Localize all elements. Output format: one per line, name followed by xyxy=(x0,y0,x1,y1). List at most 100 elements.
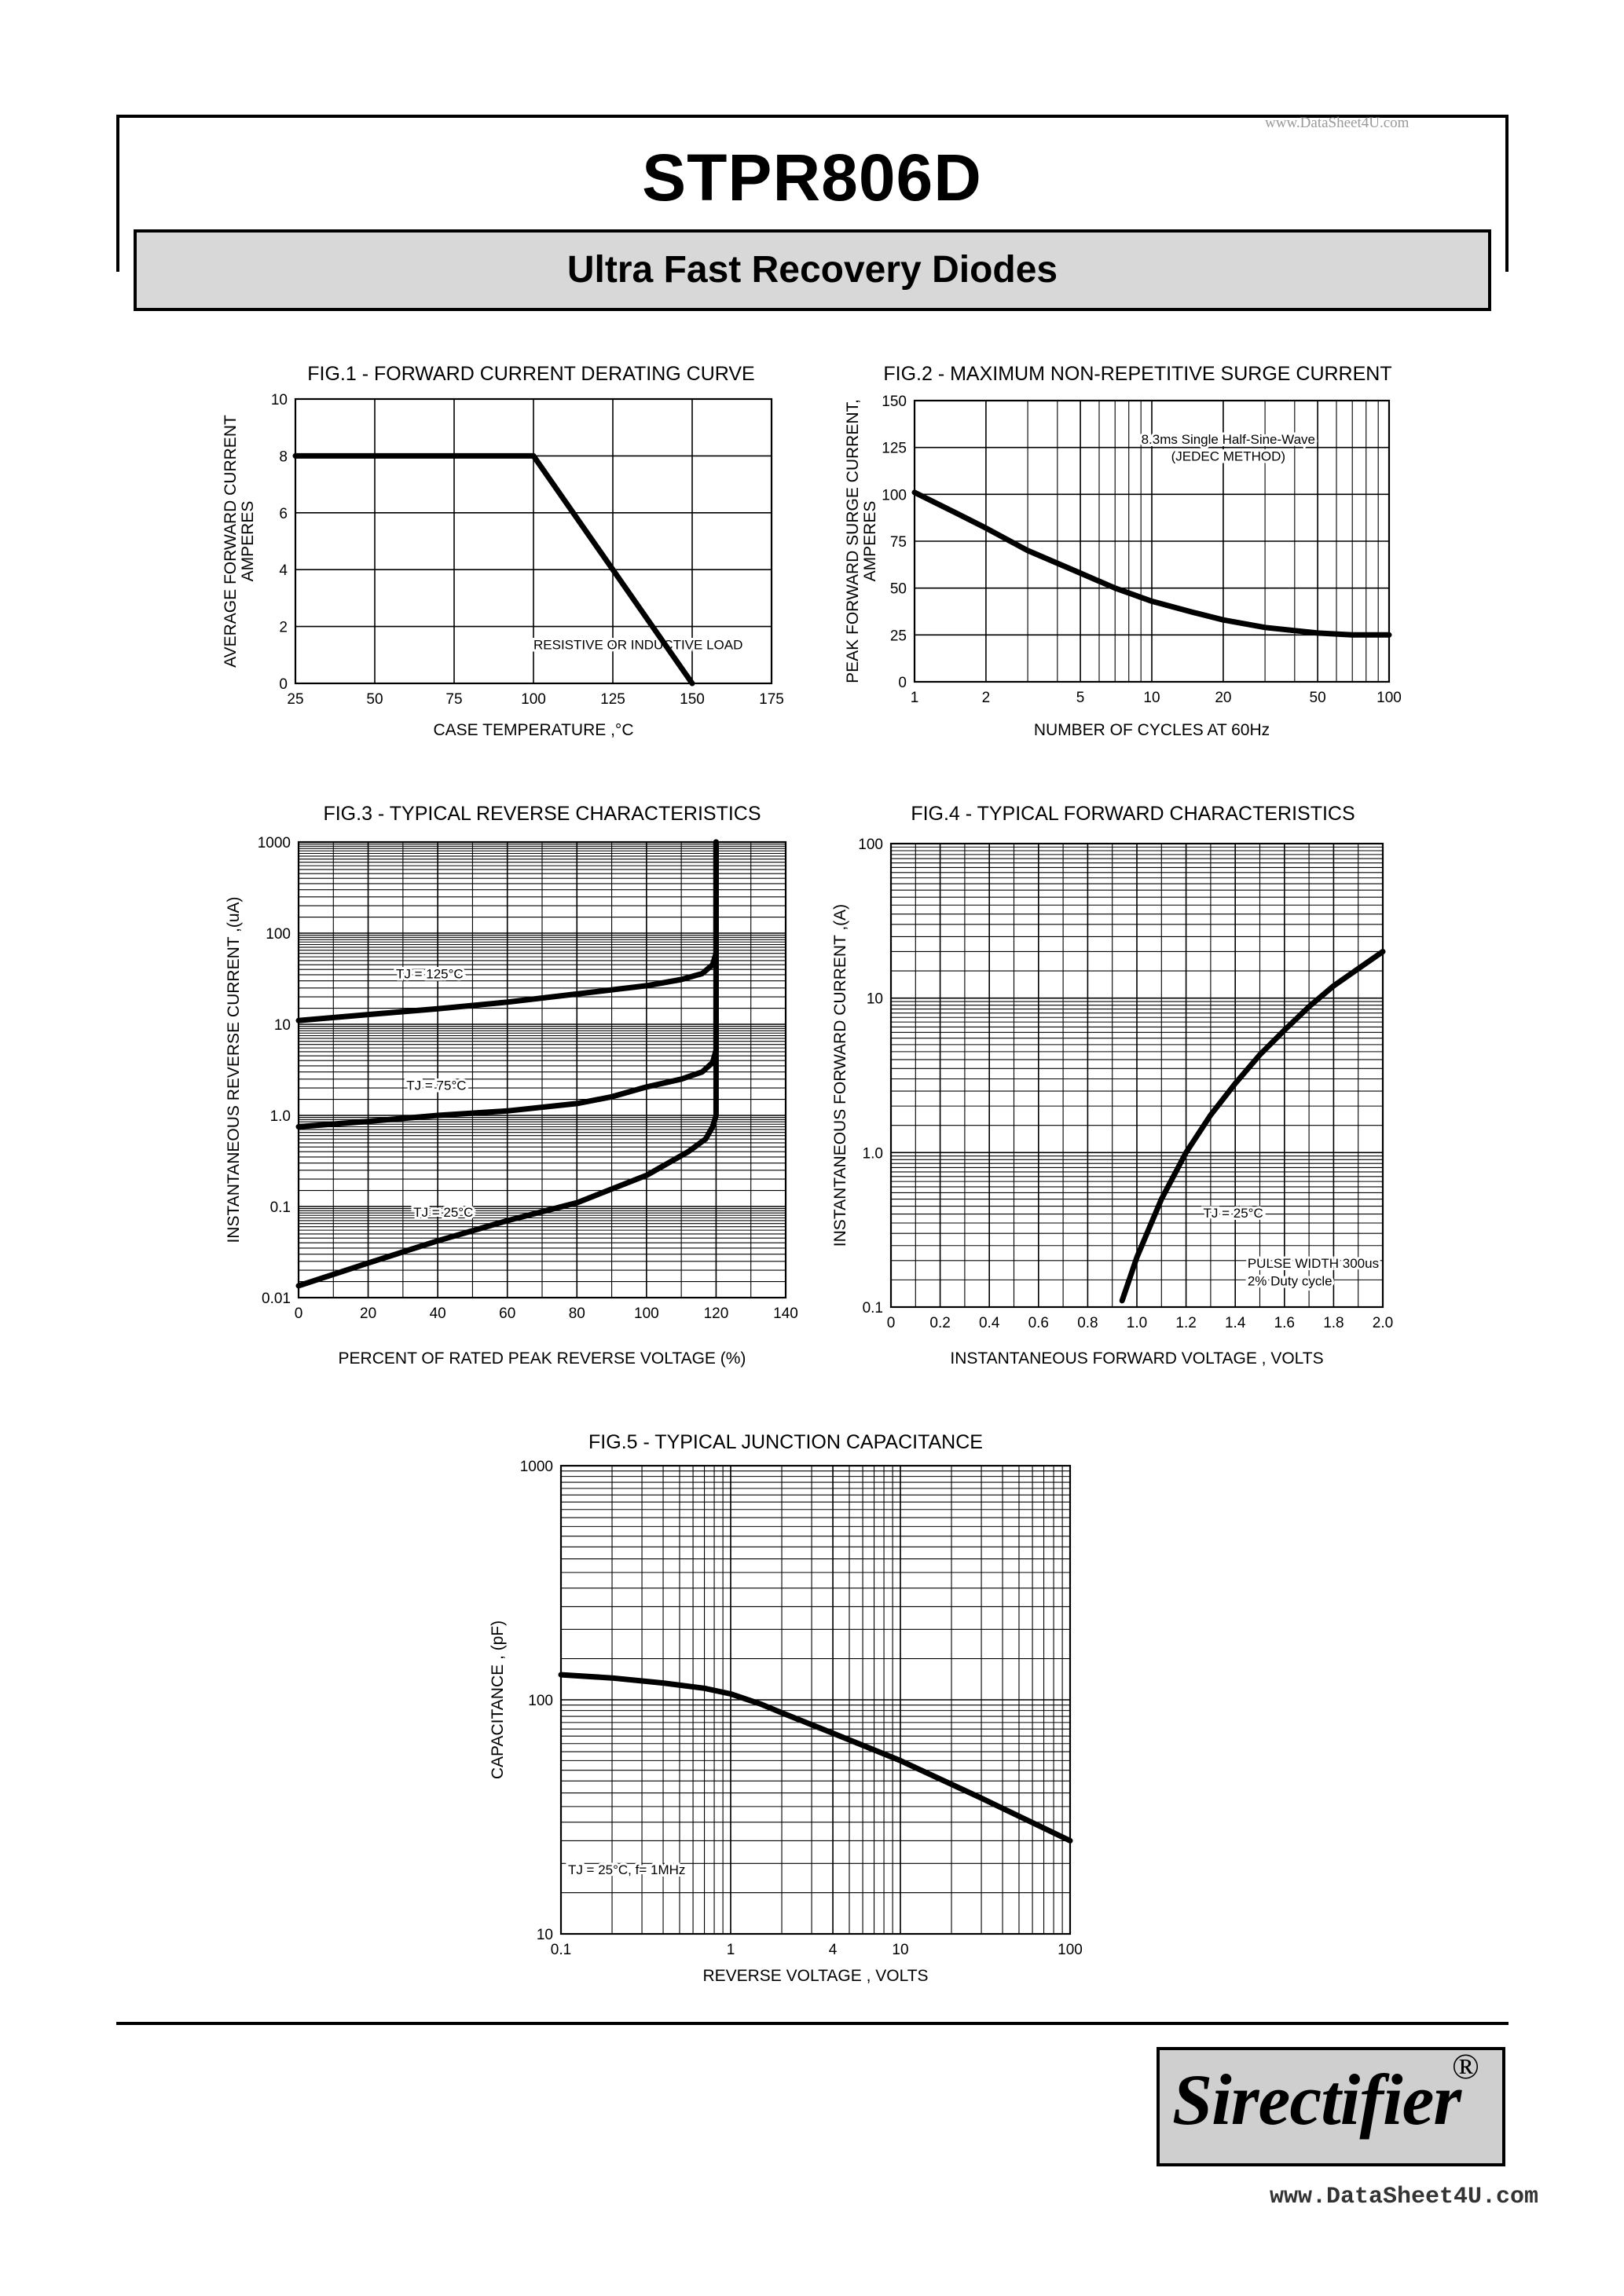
fig1-xtick-label: 75 xyxy=(445,691,462,708)
fig2-xtick-label: 5 xyxy=(1076,690,1085,706)
fig1-annotation: RESISTIVE OR INDUCTIVE LOAD xyxy=(533,638,742,653)
fig2-ytick-label: 125 xyxy=(882,441,907,457)
fig5-series-line xyxy=(558,1672,1073,1844)
company-logo: Sirectifier xyxy=(1172,2060,1461,2140)
fig3-ytick-label: 100 xyxy=(266,926,291,943)
fig1-xtick-label: 100 xyxy=(521,691,546,708)
fig4-ytick-label: 0.1 xyxy=(863,1300,883,1316)
fig4-xtick-label: 0.4 xyxy=(979,1315,1000,1331)
fig1-xtick-label: 50 xyxy=(366,691,383,708)
fig2-x-axis-label: NUMBER OF CYCLES AT 60Hz xyxy=(1034,721,1270,739)
fig4-ytick-label: 10 xyxy=(867,991,883,1008)
fig3-xtick-label: 80 xyxy=(569,1305,585,1322)
fig4-y-axis-label: INSTANTANEOUS FORWARD CURRENT ,(A) xyxy=(831,904,849,1247)
footer-divider xyxy=(116,2022,1509,2025)
fig1-x-axis-label: CASE TEMPERATURE ,°C xyxy=(434,721,634,739)
fig2-y-axis-label: PEAK FORWARD SURGE CURRENT, xyxy=(844,399,862,683)
fig1-ytick-label: 2 xyxy=(279,620,288,636)
fig3-xtick-label: 100 xyxy=(634,1305,659,1322)
fig2-ytick-label: 75 xyxy=(890,534,907,551)
fig4-xtick-label: 0.2 xyxy=(929,1315,950,1331)
fig4-x-axis-label: INSTANTANEOUS FORWARD VOLTAGE , VOLTS xyxy=(950,1349,1323,1368)
fig2-xtick-label: 2 xyxy=(982,690,991,706)
fig4-annotation: PULSE WIDTH 300us xyxy=(1248,1256,1379,1271)
fig5-title: FIG.5 - TYPICAL JUNCTION CAPACITANCE xyxy=(588,1431,983,1453)
fig1-y-axis-label-units: AMPERES xyxy=(239,501,257,582)
fig2-annotation: (JEDEC METHOD) xyxy=(1171,449,1285,463)
fig5-ytick-label: 100 xyxy=(528,1693,553,1709)
fig5-xtick-label: 0.1 xyxy=(551,1942,571,1958)
fig5-xtick-label: 10 xyxy=(892,1942,908,1958)
fig5-xtick-label: 4 xyxy=(829,1942,838,1958)
fig4-xtick-label: 0.6 xyxy=(1028,1315,1049,1331)
fig5-x-axis-label: REVERSE VOLTAGE , VOLTS xyxy=(702,1967,928,1985)
fig4-series-line xyxy=(1119,949,1386,1304)
fig1-xtick-label: 175 xyxy=(759,691,784,708)
fig3-annotation: TJ = 75°C xyxy=(406,1078,466,1093)
fig4-title: FIG.4 - TYPICAL FORWARD CHARACTERISTICS xyxy=(911,803,1355,825)
fig2-xtick-label: 1 xyxy=(911,690,919,706)
fig5-annotation: TJ = 25°C, f= 1MHz xyxy=(568,1862,685,1877)
fig2-plot-frame xyxy=(913,399,1391,683)
watermark-top[interactable]: www.DataSheet4U.com xyxy=(1265,115,1410,131)
fig2-ytick-label: 150 xyxy=(882,394,907,410)
fig4-plot-frame xyxy=(889,842,1384,1309)
fig5-ytick-label: 10 xyxy=(537,1927,553,1943)
fig1-plot-frame xyxy=(294,397,773,685)
fig1-ytick-label: 8 xyxy=(279,449,288,465)
fig4-xtick-label: 1.6 xyxy=(1274,1315,1295,1331)
fig2-xtick-label: 50 xyxy=(1310,690,1326,706)
fig4-xtick-label: 0 xyxy=(887,1315,896,1331)
fig2-ytick-label: 50 xyxy=(890,581,907,598)
fig3-xtick-label: 20 xyxy=(360,1305,376,1322)
fig3-title: FIG.3 - TYPICAL REVERSE CHARACTERISTICS xyxy=(323,803,761,825)
fig3-xtick-label: 0 xyxy=(295,1305,303,1322)
fig3-annotation: TJ = 25°C xyxy=(413,1205,473,1220)
fig1-xtick-label: 150 xyxy=(680,691,705,708)
fig2-ytick-label: 25 xyxy=(890,628,907,644)
fig3-xtick-label: 60 xyxy=(499,1305,515,1322)
fig3-ytick-label: 0.1 xyxy=(270,1199,291,1216)
fig3-x-axis-label: PERCENT OF RATED PEAK REVERSE VOLTAGE (%… xyxy=(339,1349,746,1368)
fig1-series-line xyxy=(292,452,695,687)
fig2-xtick-label: 10 xyxy=(1143,690,1160,706)
fig3-plot-frame xyxy=(297,840,787,1299)
fig5-xtick-label: 1 xyxy=(727,1942,735,1958)
fig3-y-axis-label: INSTANTANEOUS REVERSE CURRENT ,(uA) xyxy=(225,896,243,1243)
fig3-ytick-label: 10 xyxy=(274,1017,291,1034)
fig1-ytick-label: 4 xyxy=(279,562,288,579)
fig4-annotation: 2% Duty cycle xyxy=(1248,1273,1333,1288)
fig4-annotation: TJ = 25°C xyxy=(1204,1206,1263,1221)
fig3-ytick-label: 1000 xyxy=(258,835,291,851)
fig3-xtick-label: 140 xyxy=(773,1305,798,1322)
watermark-bottom[interactable]: www.DataSheet4U.com xyxy=(1270,2184,1539,2210)
fig1-y-axis-label: AVERAGE FORWARD CURRENT xyxy=(222,415,240,668)
fig4-ytick-label: 1.0 xyxy=(863,1145,883,1162)
fig1-ytick-label: 10 xyxy=(271,392,288,408)
fig2-ytick-label: 0 xyxy=(898,675,907,691)
fig3-xtick-label: 120 xyxy=(704,1305,729,1322)
fig2-y-axis-label-units: AMPERES xyxy=(861,501,879,582)
document-title: STPR806D xyxy=(642,141,982,214)
fig3-ytick-label: 0.01 xyxy=(262,1291,291,1307)
fig4-xtick-label: 0.8 xyxy=(1077,1315,1098,1331)
fig1-xtick-label: 25 xyxy=(287,691,303,708)
fig5-chart: 0.1 1 4 10 100 10 100 1000 FIG.5 - TYPICAL JUNCT… xyxy=(489,1431,1083,1985)
fig1-title: FIG.1 - FORWARD CURRENT DERATING CURVE xyxy=(307,363,754,385)
fig4-xtick-label: 1.4 xyxy=(1225,1315,1246,1331)
fig3-ytick-label: 1.0 xyxy=(270,1108,291,1125)
fig2-ytick-label: 100 xyxy=(882,487,907,504)
fig4-xtick-label: 1.8 xyxy=(1323,1315,1344,1331)
fig1-chart: 25 50 75 100 125 150 175 0 2 4 6 8 10 FIG.1 - FORWARD… xyxy=(222,363,784,739)
fig1-xtick-label: 125 xyxy=(600,691,625,708)
fig3-chart: 0 20 40 60 80 100 120 140 0.01 0.1 1.0 10 100 1000 FIG… xyxy=(225,803,798,1368)
fig5-xtick-label: 100 xyxy=(1058,1942,1083,1958)
fig2-series-line xyxy=(911,489,1392,638)
fig4-xtick-label: 1.0 xyxy=(1127,1315,1147,1331)
fig2-annotation: 8.3ms Single Half-Sine-Wave xyxy=(1142,432,1315,447)
fig1-ytick-label: 0 xyxy=(279,676,288,693)
fig3-series-line xyxy=(295,839,719,1130)
fig2-xtick-label: 20 xyxy=(1215,690,1231,706)
